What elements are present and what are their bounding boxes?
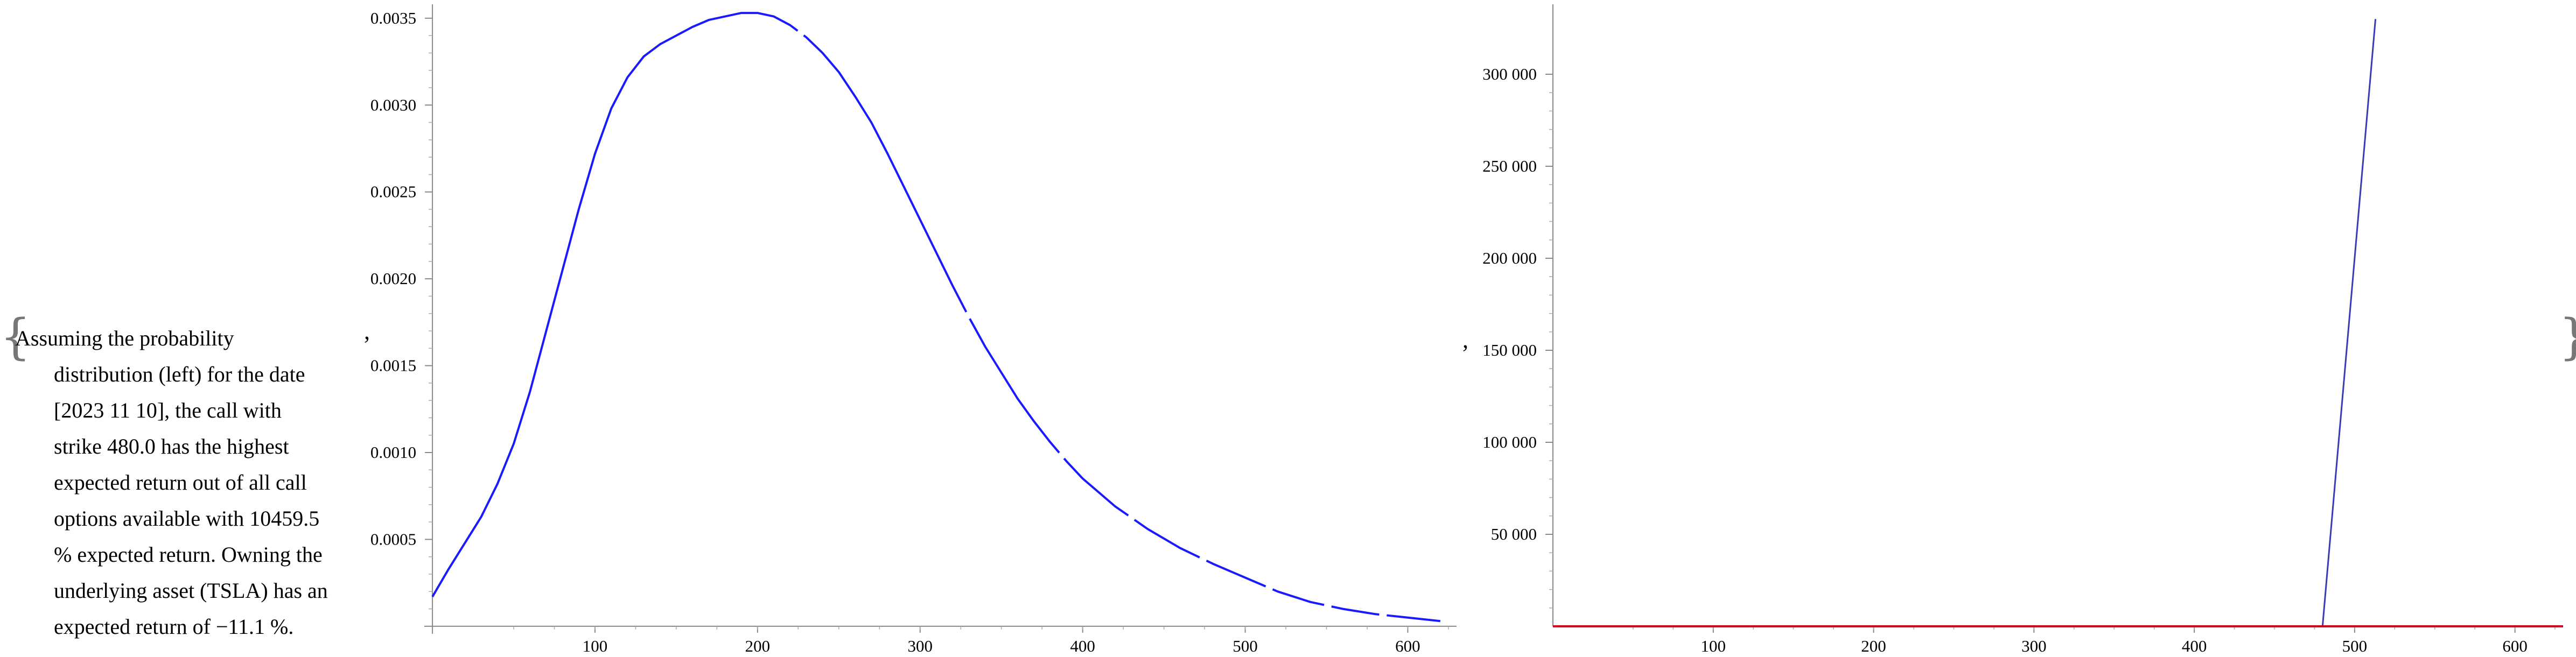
y-tick-label: 250 000 (1482, 157, 1537, 175)
x-tick-label: 500 (1233, 637, 1258, 655)
summary-line: expected return of −11.1 %. (54, 614, 294, 639)
summary-line: [2023 11 10], the call with (54, 398, 282, 422)
summary-line: options available with 10459.5 (54, 506, 320, 531)
separator-comma: , (1462, 327, 1468, 353)
x-tick-label: 100 (1701, 637, 1726, 655)
y-tick-label: 100 000 (1482, 433, 1537, 451)
y-tick-label: 0.0020 (370, 269, 416, 288)
y-tick-label: 150 000 (1482, 341, 1537, 359)
y-tick-label: 0.0005 (370, 529, 416, 548)
density-curve (431, 12, 1441, 623)
y-tick-label: 50 000 (1491, 525, 1537, 543)
summary-line: expected return out of all call (54, 470, 307, 494)
x-tick-label: 600 (2502, 637, 2528, 655)
y-tick-label: 0.0010 (370, 443, 416, 462)
y-tick-label: 0.0035 (370, 9, 416, 27)
x-tick-label: 600 (1395, 637, 1420, 655)
open-brace: { (0, 309, 31, 365)
expected-return-summary: Assuming the probability distribution (l… (15, 320, 360, 645)
call-return-line (2321, 19, 2377, 627)
y-tick-label: 300 000 (1482, 65, 1537, 83)
close-brace: } (2559, 313, 2576, 362)
summary-line: % expected return. Owning the (54, 542, 323, 567)
summary-line: distribution (left) for the date (54, 362, 305, 386)
x-tick-label: 200 (1861, 637, 1886, 655)
separator-comma: , (364, 318, 370, 344)
summary-line: underlying asset (TSLA) has an (54, 578, 328, 603)
summary-line: Assuming the probability (15, 326, 234, 350)
y-tick-label: 200 000 (1482, 249, 1537, 267)
x-tick-label: 300 (2021, 637, 2047, 655)
x-tick-label: 500 (2342, 637, 2368, 655)
x-tick-label: 200 (745, 637, 771, 655)
x-tick-label: 400 (1070, 637, 1095, 655)
y-tick-label: 0.0015 (370, 356, 416, 375)
x-tick-label: 400 (2182, 637, 2207, 655)
summary-line: strike 480.0 has the highest (54, 434, 289, 458)
x-tick-label: 300 (908, 637, 933, 655)
x-tick-label: 100 (583, 637, 608, 655)
y-tick-label: 0.0025 (370, 182, 416, 201)
y-tick-label: 0.0030 (370, 95, 416, 114)
